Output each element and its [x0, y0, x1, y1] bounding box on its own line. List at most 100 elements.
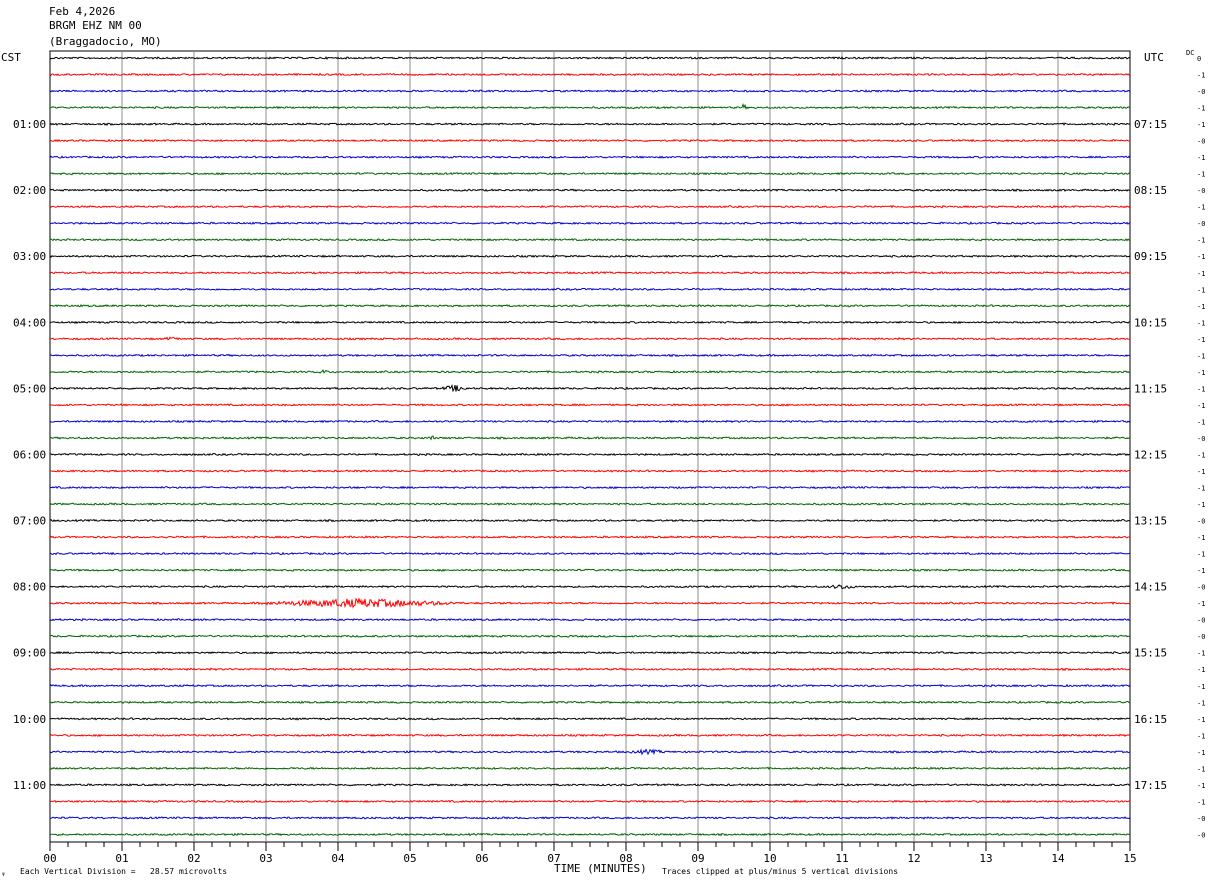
trace-33 [49, 597, 1131, 609]
station-id: BRGM EHZ NM 00 [49, 19, 142, 32]
dc-offset-label: -0 [1197, 435, 1205, 443]
left-hour-label: 02:00 [13, 184, 46, 197]
dc-offset-label: -1 [1197, 716, 1205, 724]
trace-42 [49, 748, 1131, 756]
trace-19 [49, 369, 1131, 374]
dc-offset-label: -1 [1197, 402, 1205, 410]
dc-offset-header: DC [1186, 49, 1195, 57]
trace-15 [49, 303, 1131, 308]
right-hour-label: 13:15 [1134, 515, 1167, 528]
dc-offset-label: -1 [1197, 352, 1205, 360]
dc-offset-label: -0 [1197, 617, 1205, 625]
right-hour-label: 17:15 [1134, 779, 1167, 792]
dc-offset-label: -1 [1197, 369, 1205, 377]
dc-offset-label: -1 [1197, 732, 1205, 740]
dc-offset-label: -1 [1197, 600, 1205, 608]
dc-offset-label: -1 [1197, 567, 1205, 575]
dc-offset-label: -1 [1197, 782, 1205, 790]
right-hour-label: 15:15 [1134, 647, 1167, 660]
trace-32 [49, 584, 1131, 590]
x-tick-label: 05 [403, 852, 416, 865]
right-hour-label: 07:15 [1134, 118, 1167, 131]
right-hour-label: 16:15 [1134, 713, 1167, 726]
dc-offset-label: -1 [1197, 749, 1205, 757]
trace-29 [49, 535, 1130, 539]
trace-23 [49, 435, 1131, 441]
trace-36 [49, 650, 1131, 655]
left-hour-label: 10:00 [13, 713, 46, 726]
dc-offset-label: -0 [1197, 518, 1205, 526]
dc-offset-label: -1 [1197, 551, 1205, 559]
dc-offset-label: -1 [1197, 303, 1205, 311]
x-tick-label: 03 [259, 852, 272, 865]
dc-offset-label: -1 [1197, 650, 1205, 658]
x-tick-label: 01 [115, 852, 128, 865]
trace-17 [49, 336, 1131, 341]
trace-6 [49, 155, 1131, 159]
trace-14 [49, 287, 1131, 292]
dc-offset-label: -1 [1197, 699, 1205, 707]
x-tick-label: 09 [691, 852, 704, 865]
right-hour-label: 12:15 [1134, 448, 1167, 461]
right-hour-label: 08:15 [1134, 184, 1167, 197]
trace-40 [49, 716, 1131, 721]
trace-25 [49, 469, 1131, 473]
dc-offset-label: -1 [1197, 105, 1205, 113]
x-tick-label: 13 [979, 852, 992, 865]
dc-offset-label: -1 [1197, 798, 1205, 806]
trace-18 [49, 353, 1131, 358]
trace-8 [49, 188, 1131, 193]
x-tick-label: 12 [907, 852, 920, 865]
clip-note: Traces clipped at plus/minus 5 vertical … [662, 867, 899, 876]
trace-1 [49, 72, 1131, 77]
vertical-division-note: Each Vertical Division = 28.57 microvolt… [20, 867, 228, 876]
dc-offset-label: -1 [1197, 385, 1205, 393]
left-timezone-label: CST [1, 51, 21, 64]
trace-38 [49, 683, 1131, 688]
trace-7 [50, 171, 1131, 176]
trace-10 [49, 221, 1131, 225]
trace-41 [49, 733, 1131, 738]
trace-21 [49, 403, 1131, 407]
trace-20 [49, 383, 1131, 393]
left-hour-label: 11:00 [13, 779, 46, 792]
dc-offset-label: -1 [1197, 72, 1205, 80]
plot-frame [49, 50, 1131, 843]
dc-offset-label: -1 [1197, 418, 1205, 426]
x-tick-label: 06 [475, 852, 488, 865]
dc-offset-label: -1 [1197, 501, 1205, 509]
trace-16 [49, 320, 1131, 325]
trace-13 [49, 270, 1131, 275]
trace-24 [49, 452, 1131, 457]
dc-offset-label: -1 [1197, 336, 1205, 344]
x-tick-label: 07 [547, 852, 560, 865]
trace-2 [49, 89, 1131, 93]
x-tick-label: 02 [187, 852, 200, 865]
trace-34 [49, 617, 1131, 622]
dc-offset-label: -1 [1197, 171, 1205, 179]
dc-offset-label: -0 [1197, 220, 1205, 228]
right-hour-label: 14:15 [1134, 581, 1167, 594]
station-location: (Braggadocio, MO) [49, 35, 162, 48]
x-tick-label: 15 [1123, 852, 1136, 865]
corner-mark: ⳡ [2, 870, 5, 878]
dc-offset-label: -0 [1197, 831, 1205, 839]
left-hour-label: 01:00 [13, 118, 46, 131]
trace-46 [49, 816, 1131, 820]
left-hour-label: 06:00 [13, 448, 46, 461]
trace-31 [49, 568, 1131, 572]
x-axis-label: TIME (MINUTES) [554, 862, 647, 875]
x-tick-label: 08 [619, 852, 632, 865]
dc-offset-label: -0 [1197, 633, 1205, 641]
dc-offset-label: -1 [1197, 451, 1205, 459]
x-tick-label: 00 [43, 852, 56, 865]
x-tick-label: 10 [763, 852, 776, 865]
trace-5 [49, 138, 1131, 143]
trace-47 [49, 832, 1131, 837]
trace-12 [49, 254, 1131, 259]
trace-35 [49, 634, 1131, 638]
left-hour-label: 09:00 [13, 647, 46, 660]
trace-28 [49, 518, 1131, 523]
dc-offset-label: -0 [1197, 187, 1205, 195]
